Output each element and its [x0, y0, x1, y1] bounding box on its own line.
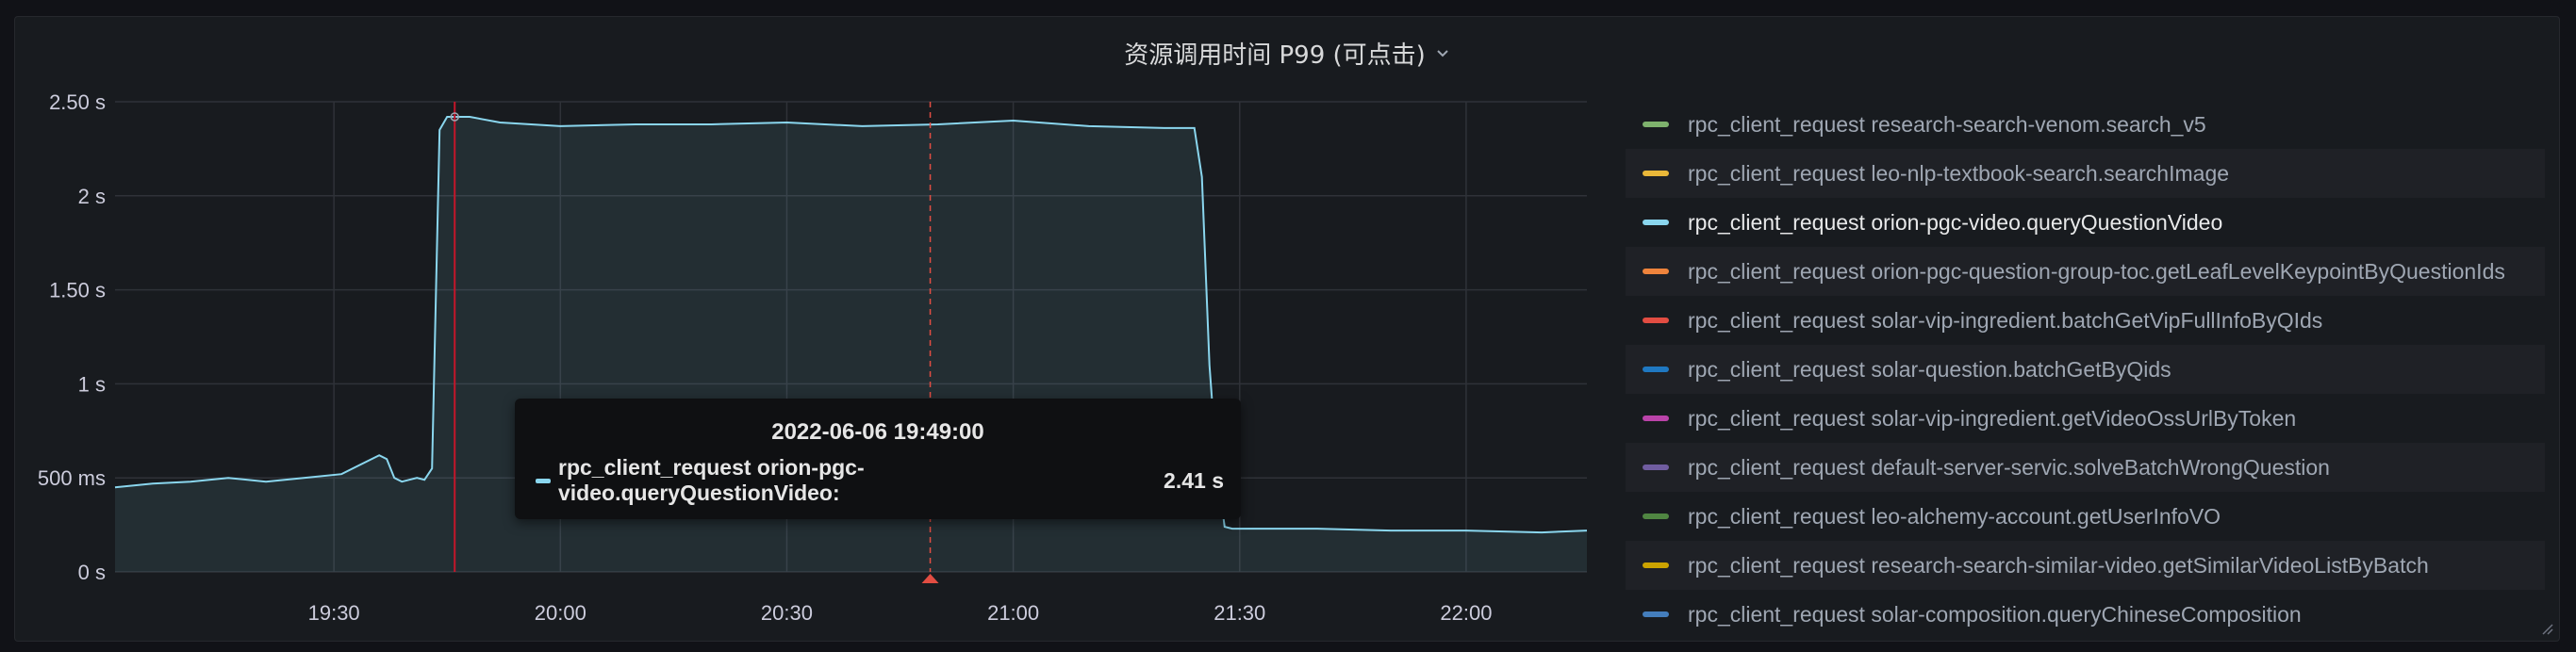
- legend-swatch: [1643, 513, 1669, 519]
- legend-label: rpc_client_request research-search-simil…: [1688, 552, 2429, 578]
- legend-item[interactable]: rpc_client_request orion-pgc-video.query…: [1626, 198, 2545, 247]
- legend-item[interactable]: rpc_client_request orion-pgc-question-gr…: [1626, 247, 2545, 296]
- x-tick-label: 22:00: [1440, 601, 1492, 625]
- legend-item[interactable]: rpc_client_request solar-vip-ingredient.…: [1626, 296, 2545, 345]
- legend-label: rpc_client_request orion-pgc-question-gr…: [1688, 258, 2505, 284]
- legend-label: rpc_client_request leo-nlp-textbook-sear…: [1688, 160, 2230, 186]
- legend-swatch: [1643, 171, 1669, 176]
- legend-swatch: [1643, 367, 1669, 372]
- legend-swatch: [1643, 318, 1669, 323]
- tooltip-value: 2.41 s: [1164, 467, 1224, 493]
- x-tick-label: 20:30: [761, 601, 813, 625]
- legend-label: rpc_client_request default-server-servic…: [1688, 454, 2330, 480]
- legend-item[interactable]: rpc_client_request solar-vip-ingredient.…: [1626, 394, 2545, 443]
- chevron-down-icon: [1437, 50, 1448, 57]
- y-tick-label: 2 s: [78, 185, 106, 208]
- y-tick-label: 0 s: [78, 561, 106, 584]
- legend-swatch: [1643, 465, 1669, 470]
- resize-handle-icon[interactable]: [2540, 622, 2553, 635]
- chart-area[interactable]: 0 s 500 ms 1 s 1.50 s 2 s 2.50 s 19:30 20:00 20:…: [15, 17, 1618, 643]
- tooltip-series-name: rpc_client_request orion-pgc-video.query…: [558, 455, 865, 505]
- annotation-point-marker: [450, 112, 459, 122]
- panel-title: 资源调用时间 P99 (可点击): [1124, 41, 1426, 70]
- legend-label: rpc_client_request orion-pgc-video.query…: [1688, 209, 2223, 235]
- x-tick-label: 20:00: [535, 601, 586, 625]
- legend-label: rpc_client_request leo-alchemy-account.g…: [1688, 503, 2221, 529]
- legend-item[interactable]: rpc_client_request leo-nlp-textbook-sear…: [1626, 149, 2545, 198]
- legend-swatch: [1643, 562, 1669, 568]
- legend-label: rpc_client_request solar-composition.que…: [1688, 601, 2302, 627]
- x-tick-label: 21:00: [987, 601, 1039, 625]
- x-tick-label: 21:30: [1214, 601, 1265, 625]
- legend-item[interactable]: rpc_client_request default-server-servic…: [1626, 443, 2545, 492]
- legend-swatch: [1643, 416, 1669, 421]
- legend-swatch: [1643, 269, 1669, 274]
- series-line: [114, 116, 1588, 534]
- tooltip-time: 2022-06-06 19:49:00: [771, 419, 984, 445]
- y-tick-label: 1.50 s: [49, 279, 106, 302]
- legend-item[interactable]: rpc_client_request leo-alchemy-account.g…: [1626, 492, 2545, 541]
- legend-swatch: [1643, 611, 1669, 617]
- hover-tooltip: 2022-06-06 19:49:00 rpc_client_request o…: [515, 399, 1241, 519]
- series-area: [115, 117, 1587, 572]
- legend-label: rpc_client_request solar-vip-ingredient.…: [1688, 405, 2297, 431]
- legend-item[interactable]: rpc_client_request research-search-venom…: [1626, 100, 2545, 149]
- legend-label: rpc_client_request solar-vip-ingredient.…: [1688, 307, 2323, 333]
- tooltip-row: rpc_client_request orion-pgc-video.query…: [536, 455, 1224, 505]
- legend-label: rpc_client_request solar-question.batchG…: [1688, 356, 2171, 382]
- legend-item[interactable]: rpc_client_request solar-question.batchG…: [1626, 345, 2545, 394]
- y-tick-label: 2.50 s: [49, 90, 106, 114]
- legend-item[interactable]: rpc_client_request solar-composition.que…: [1626, 590, 2545, 639]
- legend-label: rpc_client_request research-search-venom…: [1688, 111, 2206, 137]
- x-tick-label: 19:30: [308, 601, 360, 625]
- cursor-marker-icon: [921, 574, 939, 583]
- y-tick-label: 500 ms: [38, 466, 106, 490]
- legend: rpc_client_request research-search-venom…: [1626, 100, 2545, 639]
- panel-title-menu[interactable]: 资源调用时间 P99 (可点击): [15, 24, 2559, 81]
- y-tick-label: 1 s: [78, 372, 106, 396]
- legend-swatch: [1643, 220, 1669, 225]
- legend-item[interactable]: rpc_client_request research-search-simil…: [1626, 541, 2545, 590]
- graph-panel: 资源调用时间 P99 (可点击) 0 s 500 ms 1 s 1.50 s 2 s 2.…: [14, 16, 2560, 642]
- legend-swatch: [1643, 122, 1669, 127]
- tooltip-series-swatch: [536, 478, 551, 483]
